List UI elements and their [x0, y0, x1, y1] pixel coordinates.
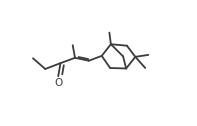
Text: O: O	[54, 77, 62, 88]
